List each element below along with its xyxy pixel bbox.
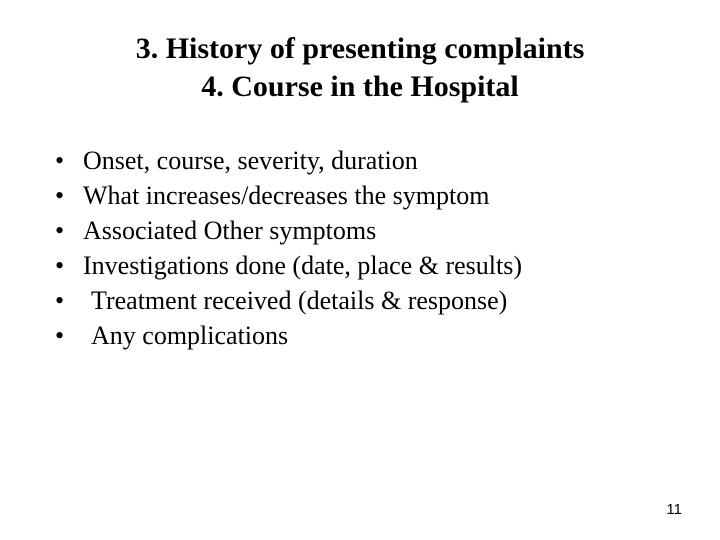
bullet-icon: • [55, 283, 83, 318]
list-item: • Associated Other symptoms [55, 213, 675, 248]
list-item: • Onset, course, severity, duration [55, 143, 675, 178]
slide: 3. History of presenting complaints 4. C… [0, 0, 720, 540]
title-line-1: 3. History of presenting complaints [45, 30, 675, 68]
list-item: • Treatment received (details & response… [55, 283, 675, 318]
bullet-text: Investigations done (date, place & resul… [83, 248, 675, 283]
bullet-text: Treatment received (details & response) [83, 283, 675, 318]
bullet-icon: • [55, 248, 83, 283]
list-item: • Any complications [55, 318, 675, 353]
title-line-2: 4. Course in the Hospital [45, 68, 675, 106]
bullet-text: What increases/decreases the symptom [83, 178, 675, 213]
bullet-icon: • [55, 213, 83, 248]
list-item: • Investigations done (date, place & res… [55, 248, 675, 283]
bullet-text: Associated Other symptoms [83, 213, 675, 248]
bullet-list: • Onset, course, severity, duration • Wh… [45, 143, 675, 354]
bullet-icon: • [55, 178, 83, 213]
bullet-icon: • [55, 143, 83, 178]
bullet-text: Any complications [83, 318, 675, 353]
page-number: 11 [666, 501, 682, 518]
list-item: • What increases/decreases the symptom [55, 178, 675, 213]
title-block: 3. History of presenting complaints 4. C… [45, 30, 675, 105]
bullet-icon: • [55, 318, 83, 353]
bullet-text: Onset, course, severity, duration [83, 143, 675, 178]
